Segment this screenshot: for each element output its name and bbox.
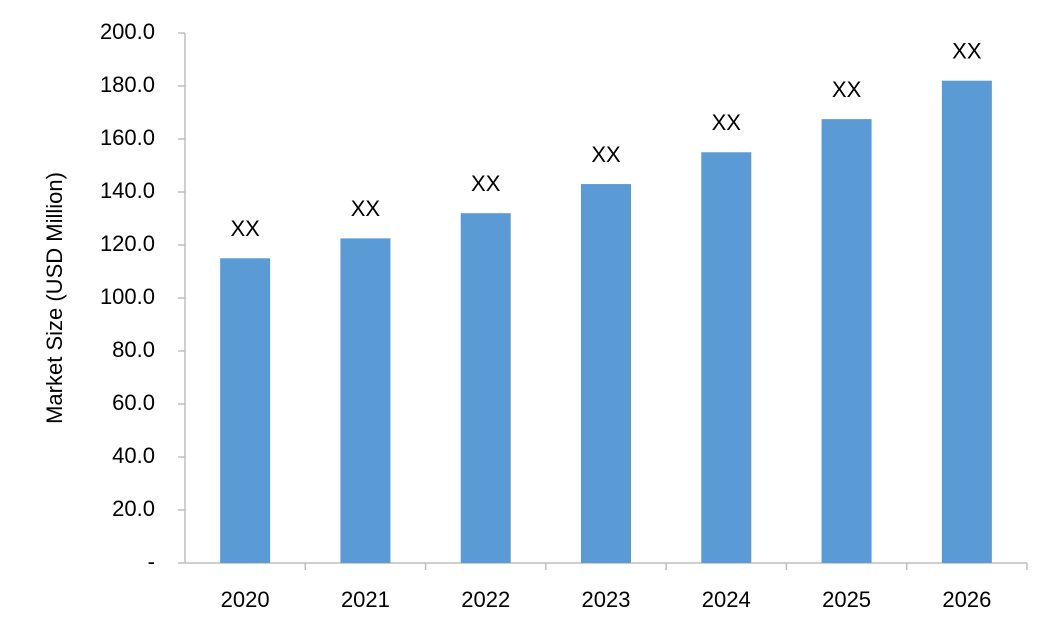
bar [941,80,992,563]
y-tick-label: 100.0 [100,284,155,309]
y-tick-label: 180.0 [100,72,155,97]
data-label: XX [832,77,862,102]
y-tick-label: 40.0 [112,443,155,468]
x-tick-label: 2021 [341,587,390,612]
y-tick-label: 60.0 [112,390,155,415]
y-axis-label: Market Size (USD Million) [42,172,67,424]
bar [220,258,271,563]
bar [340,238,391,563]
data-label: XX [471,171,501,196]
y-tick-label: 200.0 [100,19,155,44]
x-tick-label: 2020 [221,587,270,612]
y-tick-label: 140.0 [100,178,155,203]
x-tick-label: 2023 [582,587,631,612]
bar [821,119,872,563]
x-tick-label: 2024 [702,587,751,612]
y-tick-label: - [148,549,155,574]
y-tick-label: 160.0 [100,125,155,150]
y-tick-label: 80.0 [112,337,155,362]
y-tick-label: 120.0 [100,231,155,256]
x-tick-label: 2026 [942,587,991,612]
data-label: XX [230,216,260,241]
y-tick-label: 20.0 [112,496,155,521]
bar [701,152,752,563]
data-label: XX [351,196,381,221]
data-label: XX [712,110,742,135]
data-label: XX [591,142,621,167]
data-label: XX [952,39,982,64]
x-tick-label: 2025 [822,587,871,612]
bar [581,184,631,564]
x-tick-label: 2022 [461,587,510,612]
bar [460,213,511,563]
